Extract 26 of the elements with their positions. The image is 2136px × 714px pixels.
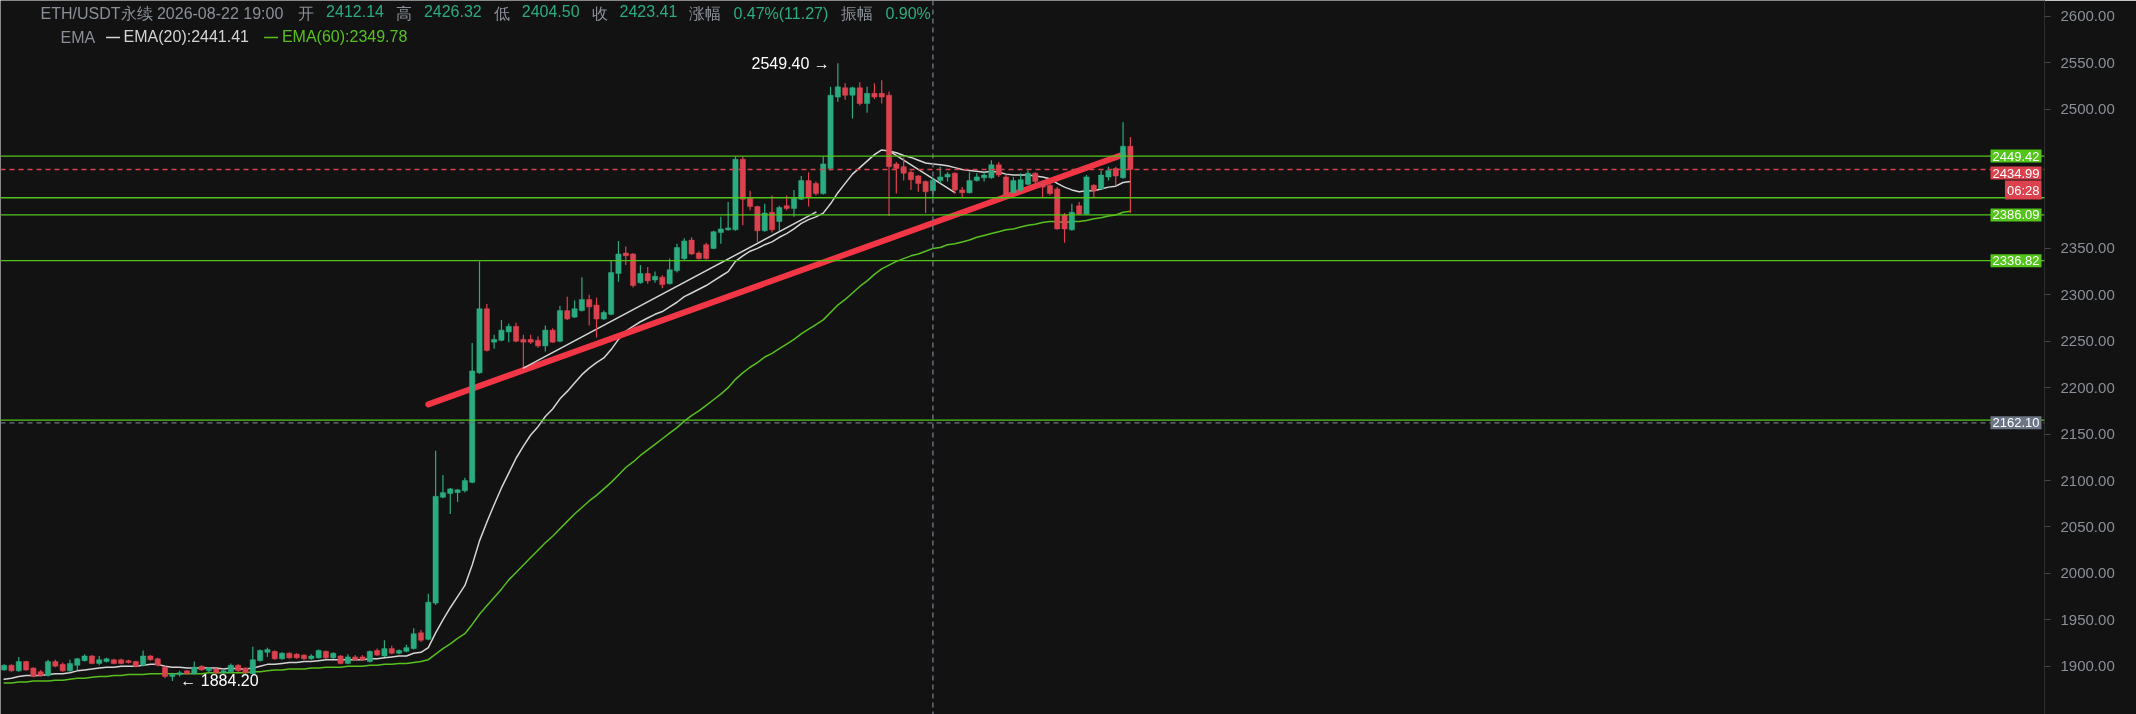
chart-title: ETH/USDT永续 2026-08-22 19:00 [40, 4, 284, 22]
y-tick-label: 1950.00 [2060, 610, 2115, 628]
y-tick-label: 2550.00 [2060, 53, 2115, 71]
y-tick-label: 2000.00 [2060, 564, 2115, 582]
y-tick-label: 2300.00 [2060, 285, 2115, 303]
y-tick-label: 2200.00 [2060, 378, 2115, 396]
y-tick-label: 2600.00 [2060, 7, 2115, 25]
y-tick-label: 1900.00 [2060, 657, 2115, 675]
legend-label: EMA(20):2441.41 [123, 27, 249, 47]
y-tick-label: 2100.00 [2060, 471, 2115, 489]
y-tick-label: 2350.00 [2060, 239, 2115, 257]
y-tick-label: 2500.00 [2060, 100, 2115, 118]
ref-line-label: 2449.42 [1992, 148, 2040, 164]
annotation: ← 1884.20 [180, 672, 259, 690]
ref-line-label: 2434.99 [1992, 165, 2040, 181]
y-tick-label: 2050.00 [2060, 517, 2115, 535]
text: 开 2412.14 高 2426.32 低 2404.50 收 2423.41 涨幅 0.47%(11.27) 振幅 0.90% [298, 2, 931, 22]
ref-line-label: 2386.09 [1992, 207, 2040, 223]
y-tick-label: 2150.00 [2060, 425, 2115, 443]
ref-line-label: 2336.82 [1992, 253, 2040, 269]
annotation: 2549.40 → [751, 54, 830, 72]
legend-title: EMA [60, 28, 96, 46]
legend-label: EMA(60):2349.78 [281, 27, 408, 47]
text: 06:28 [2006, 182, 2040, 198]
ref-line-label: 2162.10 [1992, 415, 2040, 431]
y-tick-label: 2250.00 [2060, 332, 2115, 350]
